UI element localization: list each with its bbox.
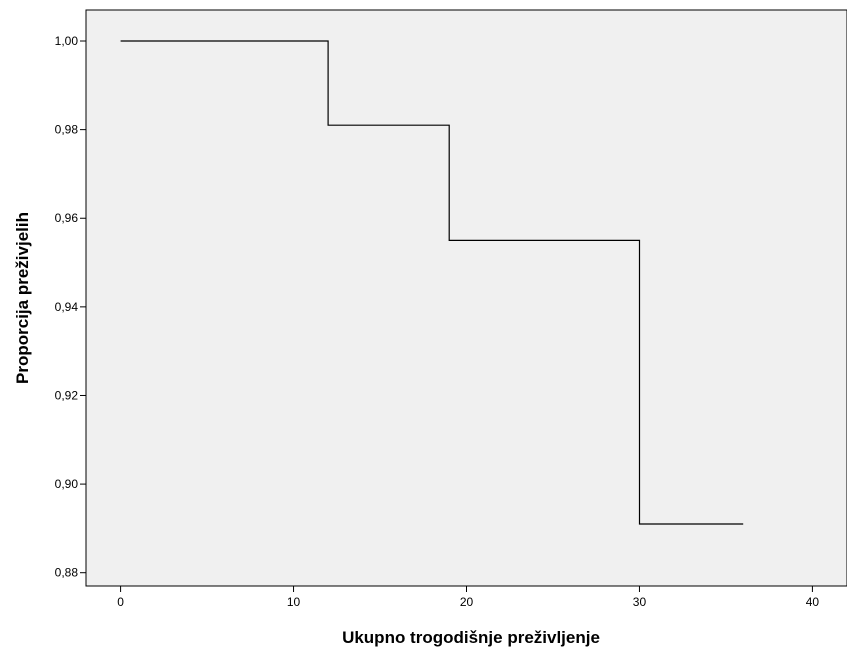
plot-area [85, 9, 847, 587]
x-axis-ticks: 0 10 20 30 40 [117, 586, 819, 609]
x-tick-label: 0 [117, 595, 124, 609]
y-tick-label: 0,90 [55, 477, 79, 491]
y-tick-label: 0,92 [55, 388, 79, 402]
x-tick-label: 40 [806, 595, 820, 609]
y-tick-label: 0,88 [55, 566, 79, 580]
y-tick-label: 1,00 [55, 34, 79, 48]
y-tick-label: 0,98 [55, 123, 79, 137]
y-tick-label: 0,94 [55, 300, 79, 314]
y-tick-label: 0,96 [55, 211, 79, 225]
x-axis-title: Ukupno trogodišnje preživljenje [342, 628, 600, 647]
x-tick-label: 20 [460, 595, 474, 609]
y-axis-title: Proporcija preživjelih [13, 212, 32, 384]
x-tick-label: 30 [633, 595, 647, 609]
y-axis-ticks: 0,88 0,90 0,92 0,94 0,96 0,98 1,00 [55, 34, 86, 580]
x-tick-label: 10 [287, 595, 301, 609]
survival-step-line [120, 40, 744, 525]
